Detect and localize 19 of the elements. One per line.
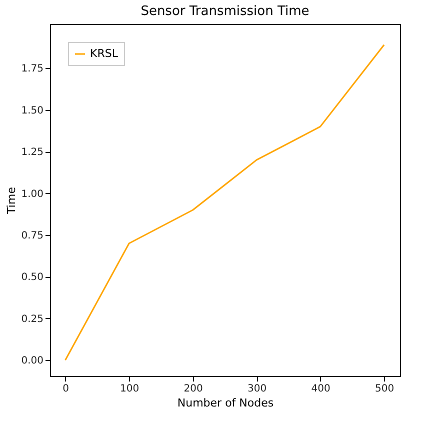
x-tick-label: 0 [62, 384, 69, 394]
y-tick-label: 1.75 [21, 64, 44, 75]
y-tick-label: 0.75 [21, 230, 44, 242]
y-tick-label: 1.00 [21, 188, 44, 200]
y-tick-label: 0.25 [21, 314, 44, 325]
x-tick-label: 400 [311, 384, 330, 394]
line-series [64, 44, 385, 361]
y-tick-label: 1.50 [21, 105, 44, 116]
y-axis-title: Time [5, 186, 18, 215]
chart-title: Sensor Transmission Time [140, 4, 310, 19]
x-tick-label: 300 [248, 384, 267, 394]
x-tick-label: 500 [375, 384, 394, 394]
y-tick-label: 1.25 [21, 147, 44, 158]
x-axis-title: Number of Nodes [177, 396, 274, 410]
x-tick-label: 100 [120, 384, 140, 394]
y-tick-label: 0.50 [21, 272, 44, 284]
x-tick-label: 200 [184, 384, 203, 394]
legend-label: KRSL [90, 47, 119, 60]
y-tick-label: 0.00 [21, 356, 44, 367]
